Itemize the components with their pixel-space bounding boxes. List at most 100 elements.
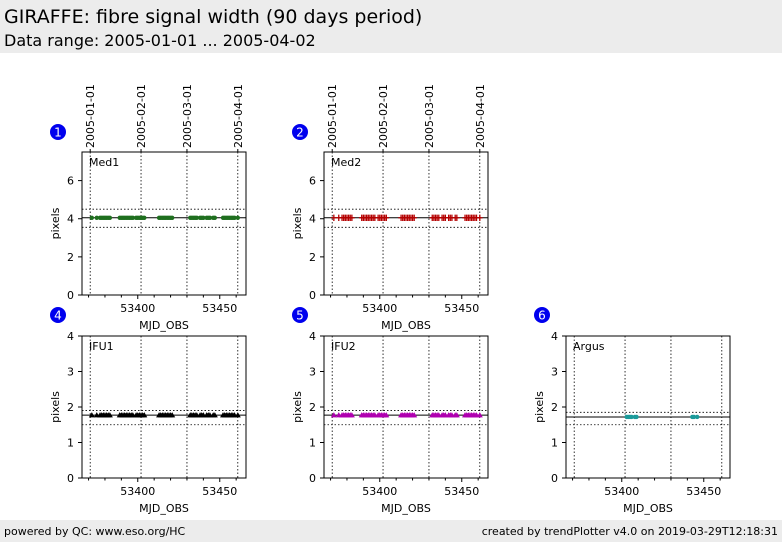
date-label: 2005-01-01 xyxy=(84,84,97,148)
date-label: 2005-02-01 xyxy=(377,84,390,148)
y-tick-label: 0 xyxy=(309,289,316,302)
x-tick-label: 53450 xyxy=(202,302,237,315)
plot-frame xyxy=(323,151,489,296)
date-label: 2005-03-01 xyxy=(181,84,194,148)
data-point xyxy=(411,214,417,221)
series-label: IFU1 xyxy=(89,340,114,353)
date-label: 2005-04-01 xyxy=(232,84,245,148)
x-axis-label: MJD_OBS xyxy=(381,502,431,515)
panel-badge xyxy=(50,124,66,140)
panel-badge-number: 1 xyxy=(54,126,62,140)
footer-credit: powered by QC: www.eso.org/HC xyxy=(4,525,186,538)
y-tick-label: 6 xyxy=(309,175,316,188)
page-title: GIRAFFE: fibre signal width (90 days per… xyxy=(4,6,423,28)
date-label: 2005-04-01 xyxy=(474,84,487,148)
panel-badge xyxy=(292,307,308,323)
x-tick-label: 53450 xyxy=(444,302,479,315)
x-axis-label: MJD_OBS xyxy=(381,319,431,332)
plot-frame xyxy=(81,335,247,479)
header-bar: GIRAFFE: fibre signal width (90 days per… xyxy=(0,0,782,53)
panel-badge-number: 2 xyxy=(296,126,304,140)
y-tick-label: 2 xyxy=(67,251,74,264)
data-point xyxy=(629,414,634,420)
y-tick-label: 4 xyxy=(67,213,74,226)
x-tick-label: 53400 xyxy=(362,485,397,498)
data-point xyxy=(89,215,95,220)
plot-frame xyxy=(565,335,731,479)
y-tick-label: 1 xyxy=(551,437,558,450)
panel-argus: 6 Argus 0 1 2 3 4 53400 53450 MJD_OBS pixels xyxy=(533,307,731,515)
data-point xyxy=(142,215,147,220)
panel-badge-number: 4 xyxy=(54,309,62,323)
data-point xyxy=(453,412,460,418)
panel-med2: 2 Med2 0 2 4 6 53400 53450 MJD_OBS pixels 2005-01-… xyxy=(291,84,489,332)
y-tick-label: 4 xyxy=(309,213,316,226)
series-label: IFU2 xyxy=(331,340,356,353)
data-point xyxy=(107,215,113,220)
panel-badge-number: 6 xyxy=(538,309,546,323)
x-tick-label: 53400 xyxy=(604,485,639,498)
panel-badge xyxy=(50,307,66,323)
x-tick-label: 53400 xyxy=(120,302,155,315)
data-point xyxy=(454,214,460,221)
data-point xyxy=(476,412,483,418)
data-point xyxy=(141,412,148,418)
data-point xyxy=(331,214,337,221)
series-label: Med1 xyxy=(89,156,119,169)
data-point xyxy=(235,215,240,220)
footer-bar: powered by QC: www.eso.org/HC created by… xyxy=(0,520,782,542)
data-point xyxy=(106,412,113,418)
series-label: Argus xyxy=(573,340,605,353)
date-label: 2005-01-01 xyxy=(326,84,339,148)
y-tick-label: 3 xyxy=(309,366,316,379)
y-tick-label: 4 xyxy=(67,330,74,343)
data-point xyxy=(212,215,218,220)
y-tick-label: 2 xyxy=(309,251,316,264)
panel-badge-number: 5 xyxy=(296,309,304,323)
x-tick-label: 53400 xyxy=(120,485,155,498)
y-axis-label: pixels xyxy=(291,207,304,239)
y-axis-label: pixels xyxy=(49,391,62,423)
x-tick-label: 53400 xyxy=(362,302,397,315)
x-axis-label: MJD_OBS xyxy=(139,502,189,515)
y-tick-label: 1 xyxy=(67,437,74,450)
y-tick-label: 2 xyxy=(67,401,74,414)
data-point xyxy=(211,412,218,418)
data-point xyxy=(194,215,199,220)
data-point xyxy=(348,412,355,418)
data-point xyxy=(477,214,483,221)
y-tick-label: 0 xyxy=(309,472,316,485)
data-point xyxy=(207,215,213,220)
data-point xyxy=(169,412,176,418)
footer-created: created by trendPlotter v4.0 on 2019-03-… xyxy=(481,525,778,538)
date-label: 2005-02-01 xyxy=(135,84,148,148)
y-tick-label: 0 xyxy=(67,289,74,302)
y-tick-label: 2 xyxy=(551,401,558,414)
page-subtitle: Data range: 2005-01-01 ... 2005-04-02 xyxy=(4,31,316,50)
plot-frame xyxy=(323,335,489,479)
y-axis-label: pixels xyxy=(49,207,62,239)
y-tick-label: 4 xyxy=(551,330,558,343)
x-tick-label: 53450 xyxy=(202,485,237,498)
panel-badge xyxy=(534,307,550,323)
plot-frame xyxy=(81,151,247,296)
y-tick-label: 1 xyxy=(309,437,316,450)
data-point xyxy=(170,215,175,220)
data-point xyxy=(349,214,355,221)
data-point xyxy=(634,414,639,420)
panel-badge xyxy=(292,124,308,140)
data-point xyxy=(201,215,206,220)
y-tick-label: 0 xyxy=(67,472,74,485)
panel-med1: 1 Med1 0 2 4 6 53400 53450 MJD_OBS pixels 2005-01-… xyxy=(49,84,247,332)
y-axis-label: pixels xyxy=(291,391,304,423)
data-point xyxy=(94,215,99,220)
x-tick-label: 53450 xyxy=(444,485,479,498)
data-point xyxy=(383,214,390,221)
data-point xyxy=(691,414,697,420)
data-point xyxy=(130,215,136,220)
y-tick-label: 6 xyxy=(67,175,74,188)
data-point xyxy=(695,414,700,420)
